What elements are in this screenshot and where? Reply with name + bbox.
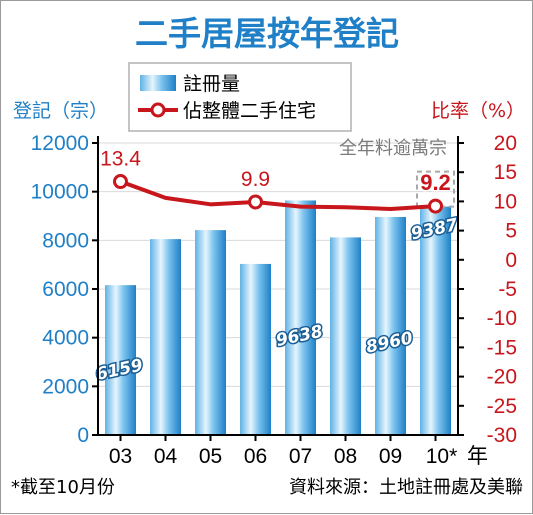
x-tick-label: 06: [244, 445, 267, 468]
line-marker: [113, 174, 128, 190]
y-left-tick-label: 6000: [42, 278, 89, 301]
source-text: 資料來源：土地註冊處及美聯: [289, 477, 523, 498]
bar: [330, 237, 361, 435]
x-tick-label: 07: [289, 445, 312, 468]
line-value-label: 9.9: [241, 168, 270, 191]
bar: [420, 206, 451, 435]
chart-title: 二手居屋按年登記: [135, 14, 399, 53]
x-tick-label: 08: [334, 445, 357, 468]
bar: [375, 216, 406, 435]
legend-bar-label: 註冊量: [183, 73, 240, 95]
x-axis-suffix: 年: [467, 445, 488, 468]
legend-line-marker: [150, 102, 166, 118]
line-marker: [428, 198, 443, 214]
line-value-label: 9.2: [420, 170, 451, 195]
x-tick-label: 04: [154, 445, 178, 468]
y-right-tick-label: 5: [505, 220, 517, 243]
line-series: [113, 174, 443, 214]
bar: [105, 285, 136, 435]
y-left-tick-label: 0: [77, 424, 89, 447]
legend-bar-swatch: [140, 75, 176, 91]
y-right-tick-label: -25: [487, 395, 517, 418]
series-line: [119, 179, 436, 211]
y-right-tick-label: 20: [494, 132, 517, 155]
y-left-axis-label: 登記（宗）: [13, 100, 108, 122]
bar: [240, 263, 271, 435]
y-right-tick-label: 0: [505, 249, 517, 272]
line-marker: [248, 194, 263, 210]
x-tick-label: 09: [379, 445, 402, 468]
annotation-text: 全年料逾萬宗: [339, 138, 447, 159]
y-left-tick-label: 12000: [31, 132, 89, 155]
x-tick-label: 05: [199, 445, 222, 468]
y-left-ticks: 0 2000 4000 6000 8000 10000 12000: [31, 132, 98, 447]
y-left-tick-label: 4000: [42, 327, 89, 350]
y-right-tick-label: -10: [487, 307, 517, 330]
x-axis-ticks: 03 04 05 06 07 08 09 10*: [109, 435, 457, 468]
bar: [150, 239, 181, 435]
y-right-tick-label: -5: [498, 278, 517, 301]
y-left-tick-label: 2000: [42, 375, 89, 398]
line-value-label: 13.4: [100, 148, 141, 171]
y-left-tick-label: 8000: [42, 229, 89, 252]
bar: [285, 200, 316, 435]
x-tick-label: 03: [109, 445, 132, 468]
legend-line-label: 佔整體二手住宅: [183, 100, 316, 122]
y-right-ticks: 20 15 10 5 0 -5 -10 -15 -20 -25 -30: [458, 132, 517, 447]
legend: 註冊量 佔整體二手住宅: [128, 62, 352, 132]
y-right-tick-label: 10: [494, 190, 517, 213]
x-tick-label: 10*: [426, 445, 458, 468]
legend-box: [128, 62, 352, 132]
bar-series: [105, 200, 451, 435]
y-left-tick-label: 10000: [31, 181, 89, 204]
line-value-labels: 13.4 9.9 9.2: [100, 148, 452, 197]
y-right-tick-label: -20: [487, 366, 517, 389]
footnote: *截至10月份: [11, 477, 115, 498]
y-right-tick-label: -15: [487, 336, 517, 359]
bar: [195, 230, 226, 435]
y-right-axis-label: 比率（%）: [431, 100, 525, 122]
y-right-tick-label: -30: [487, 424, 517, 447]
y-right-tick-label: 15: [494, 161, 517, 184]
